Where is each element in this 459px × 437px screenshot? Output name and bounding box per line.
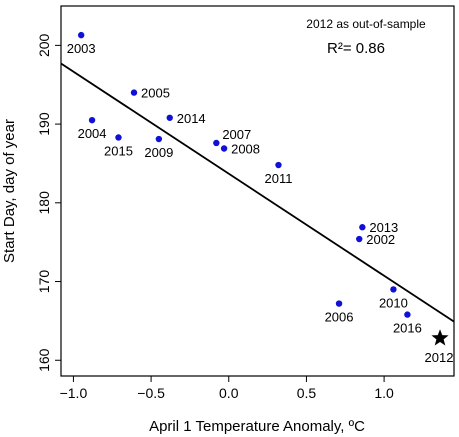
data-point-2014 (166, 114, 173, 121)
data-point-2013 (359, 224, 366, 231)
point-label-2008: 2008 (231, 141, 260, 156)
data-point-2007 (213, 139, 220, 147)
point-label-2015: 2015 (104, 143, 133, 158)
regression-line (60, 62, 455, 323)
data-point-2002 (356, 235, 363, 243)
x-tick-label: 0.5 (297, 385, 317, 401)
y-tick-label: 170 (36, 270, 52, 294)
point-label-2012: 2012 (425, 350, 454, 365)
point-label-2005: 2005 (141, 86, 170, 101)
y-tick-label: 190 (36, 112, 52, 136)
data-point-2010 (390, 286, 397, 293)
point-label-2007: 2007 (222, 127, 251, 142)
y-tick-label: 160 (36, 348, 52, 372)
annotation-note: 2012 as out-of-sample (306, 17, 426, 31)
point-label-2016: 2016 (393, 321, 422, 336)
plot-frame (60, 5, 455, 377)
outlier-star-2012 (431, 329, 449, 346)
y-tick-label: 180 (36, 191, 52, 215)
data-point-2004 (88, 116, 96, 124)
point-label-2003: 2003 (67, 41, 96, 56)
y-axis-label: Start Day, day of year (1, 119, 18, 263)
data-point-2011 (275, 161, 282, 169)
x-tick-label: 0.0 (219, 385, 239, 401)
point-label-2006: 2006 (325, 310, 354, 325)
x-tick-label: −0.5 (137, 385, 165, 401)
data-point-2003 (77, 31, 85, 39)
data-point-2016 (404, 311, 411, 318)
annotation-r2: R²= 0.86 (327, 40, 385, 57)
x-tick-label: −1.0 (60, 385, 88, 401)
data-point-2008 (220, 145, 228, 152)
point-label-2004: 2004 (78, 126, 107, 141)
point-label-2009: 2009 (144, 145, 173, 160)
point-label-2011: 2011 (264, 171, 292, 186)
y-tick-label: 200 (36, 33, 52, 57)
point-label-2002: 2002 (366, 232, 395, 247)
data-point-2006 (335, 300, 343, 307)
data-point-2005 (130, 89, 138, 96)
x-tick-label: 1.0 (374, 385, 394, 401)
point-label-2010: 2010 (379, 295, 408, 310)
data-point-2015 (115, 134, 122, 141)
point-label-2013: 2013 (369, 220, 398, 235)
data-point-2009 (155, 135, 163, 143)
point-label-2014: 2014 (177, 111, 206, 126)
x-axis-label: April 1 Temperature Anomaly, ºC (149, 418, 365, 435)
